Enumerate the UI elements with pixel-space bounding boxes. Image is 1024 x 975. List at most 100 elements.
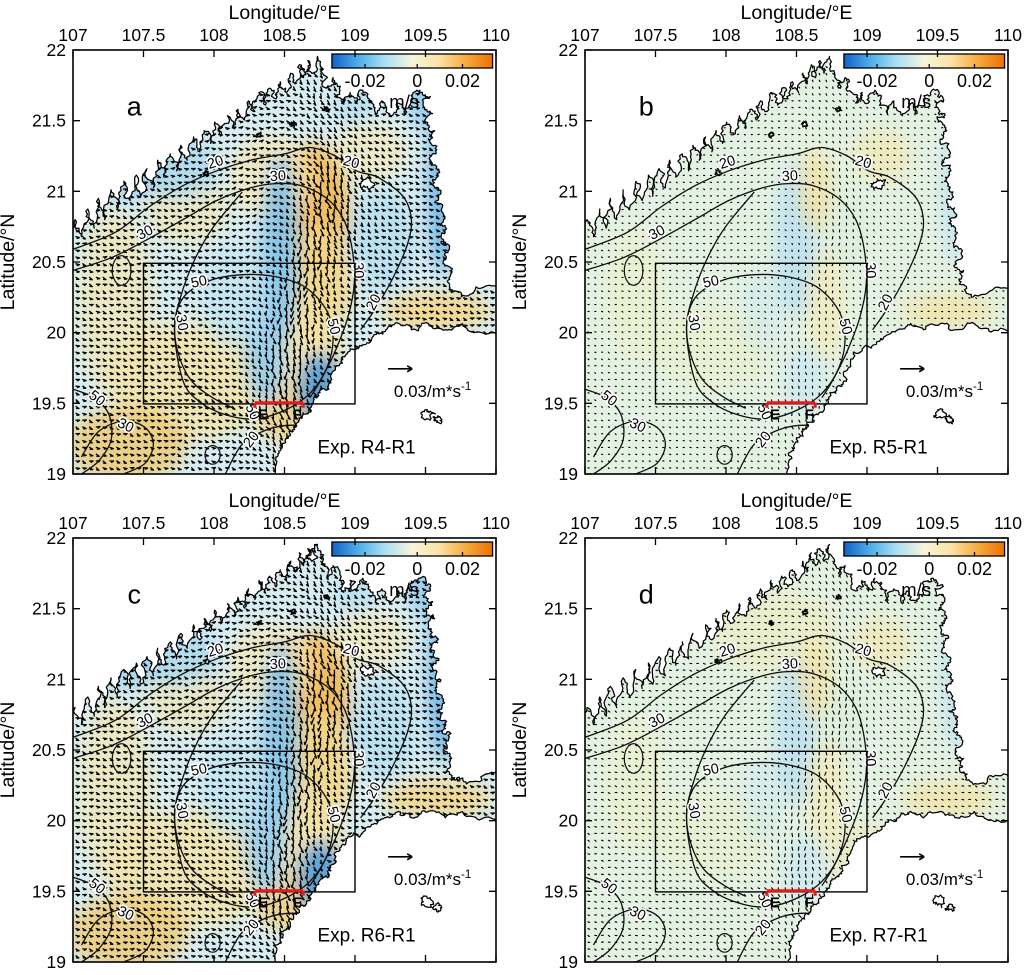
panel-a: 20 20 20 20 30 30 30 30 30 50 50 50 50 E F -0.02 0 0.02 m/… (0, 0, 512, 492)
y-tick-label: 21 (47, 669, 66, 689)
depth-contour (685, 273, 846, 420)
x-tick-label: 109 (340, 25, 369, 45)
y-tick-label: 20 (559, 323, 579, 343)
colorbar-tick-label: 0 (924, 559, 934, 579)
transect-label-e: E (770, 895, 780, 912)
y-tick-label: 20 (47, 811, 67, 831)
contour-label: 30 (269, 168, 286, 185)
transect-line (253, 401, 305, 408)
coastline-hainan (274, 809, 496, 962)
colorbar-tick-label: 0.02 (445, 71, 480, 91)
colorbar (331, 541, 494, 557)
island (323, 105, 331, 113)
island (714, 169, 723, 177)
colorbar-tick-label: 0 (412, 71, 422, 91)
anomaly-blob (77, 699, 154, 886)
y-tick-label: 19.5 (544, 881, 578, 901)
island (255, 619, 263, 626)
island (288, 121, 298, 128)
y-tick-label: 22 (47, 528, 66, 548)
depth-contour (173, 761, 334, 908)
anomaly-blob (652, 304, 772, 390)
quiver-key-arrow (388, 853, 413, 861)
experiment-label: Exp. R6-R1 (318, 926, 416, 947)
island (420, 895, 435, 909)
coastline-north (73, 538, 496, 785)
contour-label: 30 (781, 656, 798, 673)
coastline-north (585, 50, 1008, 298)
island (431, 901, 443, 913)
x-tick-label: 109.5 (916, 513, 960, 533)
transect-label-f: F (293, 895, 302, 912)
depth-contour (73, 388, 113, 474)
colorbar-unit: m/s (901, 91, 931, 112)
quiver-key-label: 0.03/m*s-1 (394, 381, 471, 401)
contour-label: 20 (341, 641, 361, 661)
transect-line (765, 889, 817, 896)
axis-ticks (72, 537, 497, 963)
contour-label: 30 (781, 168, 798, 185)
anomaly-blob (741, 270, 784, 356)
island (288, 608, 297, 616)
y-tick-label: 21 (559, 669, 578, 689)
y-tick-label: 19 (47, 952, 66, 972)
contour-label: 30 (862, 750, 879, 767)
coastline-north (73, 50, 496, 298)
depth-contour (585, 670, 868, 887)
y-tick-label: 20.5 (544, 740, 578, 760)
depth-contour (80, 908, 155, 962)
anomaly-blob (199, 245, 268, 347)
quiver-key-label: 0.03/m*s-1 (906, 869, 983, 889)
contour-label: 50 (190, 761, 209, 780)
study-box (654, 262, 868, 405)
y-tick-label: 20.5 (32, 740, 66, 760)
quiver-key-label: 0.03/m*s-1 (394, 869, 471, 889)
y-tick-label: 19.5 (32, 881, 66, 901)
island (420, 408, 437, 421)
x-tick-label: 108 (711, 513, 740, 533)
x-tick-label: 107 (570, 513, 599, 533)
contour-label: 20 (341, 153, 361, 173)
anomaly-blob (606, 228, 666, 364)
y-axis-title: Latitude/°N (0, 214, 19, 311)
y-tick-label: 22 (559, 40, 578, 60)
x-tick-label: 109 (852, 513, 881, 533)
y-tick-label: 21.5 (32, 111, 66, 131)
colorbar-tick-label: -0.02 (856, 71, 897, 91)
coastline-north (585, 538, 1008, 786)
depth-contour (585, 182, 868, 399)
island (932, 894, 946, 909)
contour-label: 50 (835, 805, 855, 825)
y-tick-label: 21.5 (32, 599, 66, 619)
depth-contour (73, 182, 356, 399)
x-tick-label: 110 (994, 513, 1022, 533)
contour-label: 30 (269, 656, 286, 673)
island (835, 593, 842, 601)
x-tick-label: 110 (482, 25, 510, 45)
contour-label: 30 (172, 313, 191, 332)
y-axis-title: Latitude/°N (512, 214, 531, 311)
contour-label: 20 (717, 641, 737, 661)
contour-label: 20 (205, 153, 225, 173)
depth-contour (73, 670, 356, 887)
panel-c: 20 20 20 20 30 30 30 30 30 50 50 50 50 E F -0.02 0 0.02 m/… (0, 488, 512, 975)
transect-label-e: E (258, 407, 268, 424)
island (358, 176, 376, 190)
transect-label-f: F (805, 895, 814, 912)
y-tick-label: 21.5 (544, 599, 578, 619)
x-tick-label: 107.5 (122, 513, 166, 533)
axis-ticks (72, 49, 497, 475)
depth-contour (585, 634, 925, 819)
x-tick-label: 107.5 (634, 513, 678, 533)
y-tick-label: 21 (559, 181, 578, 201)
colorbar-unit: m/s (389, 579, 419, 600)
anomaly-blob (77, 211, 154, 398)
transect-label-e: E (770, 407, 780, 424)
coastline-hainan (787, 810, 1008, 962)
anomaly-blob (902, 293, 996, 328)
anomaly-blob (606, 716, 666, 852)
contour-label: 50 (323, 317, 343, 337)
x-axis-title: Longitude/°E (741, 490, 853, 512)
island (714, 657, 723, 665)
